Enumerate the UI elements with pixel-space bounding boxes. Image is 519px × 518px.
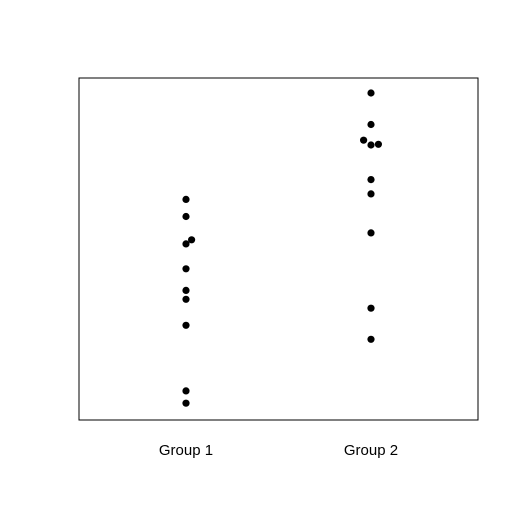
data-point-1-4 <box>182 265 190 273</box>
x-tick-label-1: Group 1 <box>159 442 213 459</box>
data-point-1-6 <box>182 295 190 303</box>
data-point-1-3 <box>182 240 190 248</box>
data-point-1-7 <box>182 321 190 329</box>
data-point-1-5 <box>182 286 190 294</box>
data-point-1-0 <box>182 195 190 203</box>
data-point-2-13 <box>367 141 375 149</box>
data-point-2-16 <box>367 190 375 198</box>
data-point-1-9 <box>182 399 190 407</box>
points-layer <box>182 89 382 407</box>
data-point-2-11 <box>367 120 375 129</box>
data-point-2-18 <box>367 304 375 312</box>
x-tick-label-2: Group 2 <box>344 442 398 459</box>
plot-frame <box>78 77 479 421</box>
data-point-2-17 <box>367 229 375 237</box>
data-point-2-10 <box>367 89 375 97</box>
data-point-1-1 <box>182 212 190 221</box>
data-point-2-12 <box>360 136 368 144</box>
data-point-1-8 <box>182 387 190 395</box>
data-point-2-19 <box>367 335 375 343</box>
data-point-2-15 <box>367 176 375 184</box>
x-tick-labels: Group 1 Group 2 <box>159 442 398 459</box>
data-point-2-14 <box>374 140 382 148</box>
data-point-1-2 <box>188 236 196 244</box>
